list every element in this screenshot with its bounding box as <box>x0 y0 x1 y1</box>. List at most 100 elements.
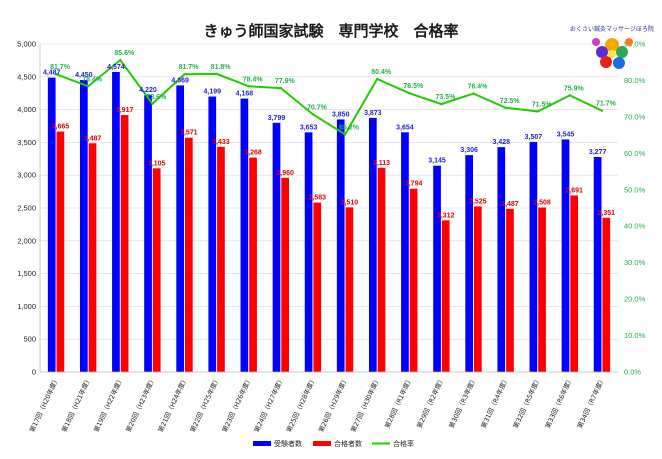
bar-passers <box>120 115 129 372</box>
x-tick-label: 第18回（H21年度） <box>59 375 93 434</box>
y-tick-label-right: 10.0% <box>624 331 646 340</box>
bar-exam-takers <box>144 95 152 372</box>
x-tick-label: 第34回（R7年度） <box>575 375 607 430</box>
data-label-rate: 70.7% <box>307 104 328 111</box>
x-tick-label: 第27回（H30年度） <box>348 375 382 434</box>
rate-point <box>151 102 154 105</box>
rate-point <box>600 109 604 112</box>
x-tick-label: 第21回（H24年度） <box>156 375 190 434</box>
bar-passers <box>281 177 290 372</box>
bar-exam-takers <box>401 132 409 372</box>
data-label-rate: 73.6% <box>146 94 167 101</box>
bar-exam-takers <box>561 139 570 372</box>
data-label-rate: 71.5% <box>532 101 553 108</box>
bar-exam-takers <box>593 157 602 372</box>
logo-text: おくさい鍼灸マッサージほろ院 <box>570 25 654 33</box>
data-label-passers: 2,525 <box>469 198 487 205</box>
data-label-passers: 3,917 <box>116 107 134 114</box>
rate-line <box>54 58 604 136</box>
data-label-passers: 3,105 <box>148 160 166 167</box>
data-label-passers: 2,960 <box>276 170 294 177</box>
bar-passers <box>184 137 193 372</box>
bar-exam-takers <box>497 147 506 372</box>
data-label-passers: 2,583 <box>309 195 327 202</box>
data-label-exam-takers: 4,450 <box>75 72 93 79</box>
y-tick-label-right: 30.0% <box>624 258 646 267</box>
bar-exam-takers <box>240 98 249 373</box>
data-label-passers: 3,433 <box>212 139 230 146</box>
y-tick-label-right: 80.0% <box>624 76 646 85</box>
data-label-rate: 78.4% <box>243 76 264 83</box>
y-tick-label-left: 2,000 <box>17 236 36 245</box>
y-tick-label-left: 0 <box>32 368 36 377</box>
bar-passers <box>602 217 611 372</box>
bar-exam-takers <box>176 85 185 372</box>
data-label-exam-takers: 3,799 <box>268 115 286 122</box>
data-label-rate: 80.4% <box>371 69 392 76</box>
rate-point <box>536 110 539 113</box>
data-label-passers: 2,487 <box>501 201 519 208</box>
y-tick-label-left: 4,000 <box>17 105 36 114</box>
rate-point <box>568 94 572 97</box>
x-tick-label: 第26回（H29年度） <box>316 375 350 434</box>
bar-passers <box>249 157 257 372</box>
y-tick-label-left: 500 <box>23 335 36 344</box>
data-label-rate: 71.7% <box>596 101 617 108</box>
logo: おくさい鍼灸マッサージほろ院 <box>570 25 654 69</box>
data-label-exam-takers: 3,653 <box>300 124 318 131</box>
rate-point <box>119 58 122 62</box>
bar-exam-takers <box>368 117 377 372</box>
x-tick-label: 第30回（R3年度） <box>447 375 479 430</box>
y-tick-label-right: 60.0% <box>624 149 646 158</box>
bar-passers <box>409 188 418 372</box>
rate-point <box>183 73 186 76</box>
y-tick-label-left: 5,000 <box>17 40 36 49</box>
legend-label: 受験者数 <box>274 439 302 448</box>
data-label-passers: 2,691 <box>565 187 583 194</box>
data-label-exam-takers: 3,545 <box>557 131 575 138</box>
bar-passers <box>88 143 97 372</box>
data-label-passers: 3,571 <box>180 130 198 137</box>
bar-exam-takers <box>47 77 56 372</box>
bar-passers <box>473 206 482 372</box>
data-label-rate: 81.7% <box>50 64 71 71</box>
bar-passers <box>538 207 546 372</box>
bar-passers <box>570 195 579 372</box>
data-label-passers: 3,268 <box>244 150 262 157</box>
data-label-passers: 2,312 <box>437 212 455 219</box>
rate-point <box>54 73 58 76</box>
x-tick-label: 第33回（R6年度） <box>543 375 575 430</box>
x-tick-label: 第17回（H20年度） <box>27 375 61 434</box>
x-tick-label: 第19回（H22年度） <box>91 375 125 434</box>
rate-point <box>408 92 411 95</box>
y-tick-label-left: 1,000 <box>17 302 36 311</box>
data-label-exam-takers: 3,507 <box>525 134 543 141</box>
rate-point <box>504 106 507 109</box>
data-label-rate: 81.7% <box>179 64 200 71</box>
y-tick-label-right: 70.0% <box>624 112 646 121</box>
rate-point <box>440 102 443 106</box>
data-label-rate: 81.8% <box>211 64 232 71</box>
bar-passers <box>152 168 161 372</box>
x-tick-label: 第32回（R5年度） <box>511 375 543 430</box>
bar-exam-takers <box>433 165 441 372</box>
bars <box>47 71 611 373</box>
data-label-exam-takers: 3,654 <box>396 124 414 131</box>
y-tick-label-right: 0.0% <box>624 368 641 377</box>
rate-point <box>375 77 379 81</box>
data-label-rate: 77.9% <box>275 78 296 85</box>
bar-passers <box>506 208 514 372</box>
data-label-passers: 3,487 <box>84 135 102 142</box>
data-label-passers: 2,508 <box>533 199 551 206</box>
x-tick-label: 第22回（H25年度） <box>188 375 222 434</box>
data-label-exam-takers: 4,574 <box>107 64 125 71</box>
rate-line-path <box>55 58 603 136</box>
bar-exam-takers <box>465 155 474 372</box>
y-tick-label-right: 40.0% <box>624 222 646 231</box>
data-labels: 4,487 3,665 81.7% 4,450 3,487 78.4% 4,574 3,917… <box>43 50 617 219</box>
rate-point <box>86 85 90 88</box>
data-label-rate: 76.4% <box>468 84 489 91</box>
bar-exam-takers <box>79 80 88 372</box>
x-tick-label: 第29回（R2年度） <box>414 375 446 430</box>
